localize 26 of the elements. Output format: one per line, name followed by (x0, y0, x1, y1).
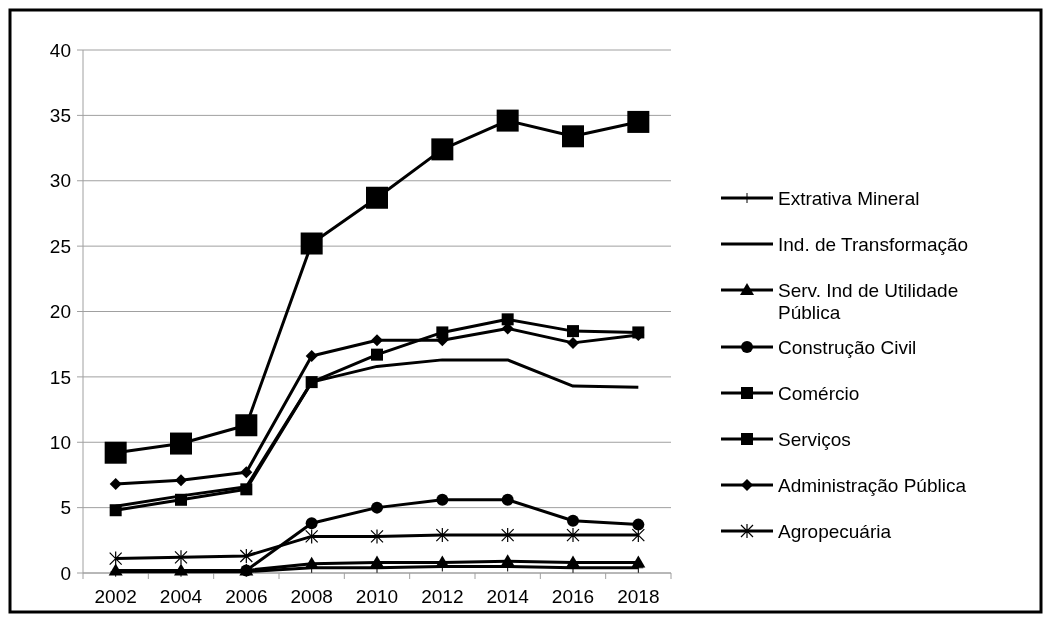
legend-label: Comércio (778, 382, 860, 404)
legend-label: Agropecuária (778, 520, 892, 542)
x-tick-label: 2014 (486, 586, 530, 607)
x-tick-label: 2016 (551, 586, 595, 607)
y-tick-label: 40 (49, 39, 71, 61)
y-tick-label: 5 (60, 497, 71, 519)
y-tick-label: 0 (60, 562, 71, 584)
legend-label: Serviços (778, 428, 851, 450)
y-tick-label: 15 (49, 366, 71, 388)
y-tick-label: 20 (49, 301, 71, 323)
legend-label: Ind. de Transformação (778, 233, 969, 255)
x-tick-label: 2004 (159, 586, 203, 607)
legend-label: Administração Pública (778, 474, 967, 496)
x-tick-label: 2010 (355, 586, 399, 607)
legend-label: Extrativa Mineral (778, 187, 920, 209)
legend-label: Serv. Ind de Utilidade Pública (778, 279, 959, 324)
y-tick-label: 30 (49, 170, 71, 192)
x-tick-label: 2008 (290, 586, 333, 607)
x-tick-label: 2006 (225, 586, 268, 607)
x-tick-label: 2002 (94, 586, 137, 607)
x-tick-label: 2012 (421, 586, 464, 607)
x-tick-label: 2018 (617, 586, 660, 607)
y-tick-label: 25 (49, 235, 71, 257)
y-tick-label: 35 (49, 105, 71, 127)
legend-label: Construção Civil (778, 336, 917, 358)
y-tick-label: 10 (49, 431, 71, 453)
